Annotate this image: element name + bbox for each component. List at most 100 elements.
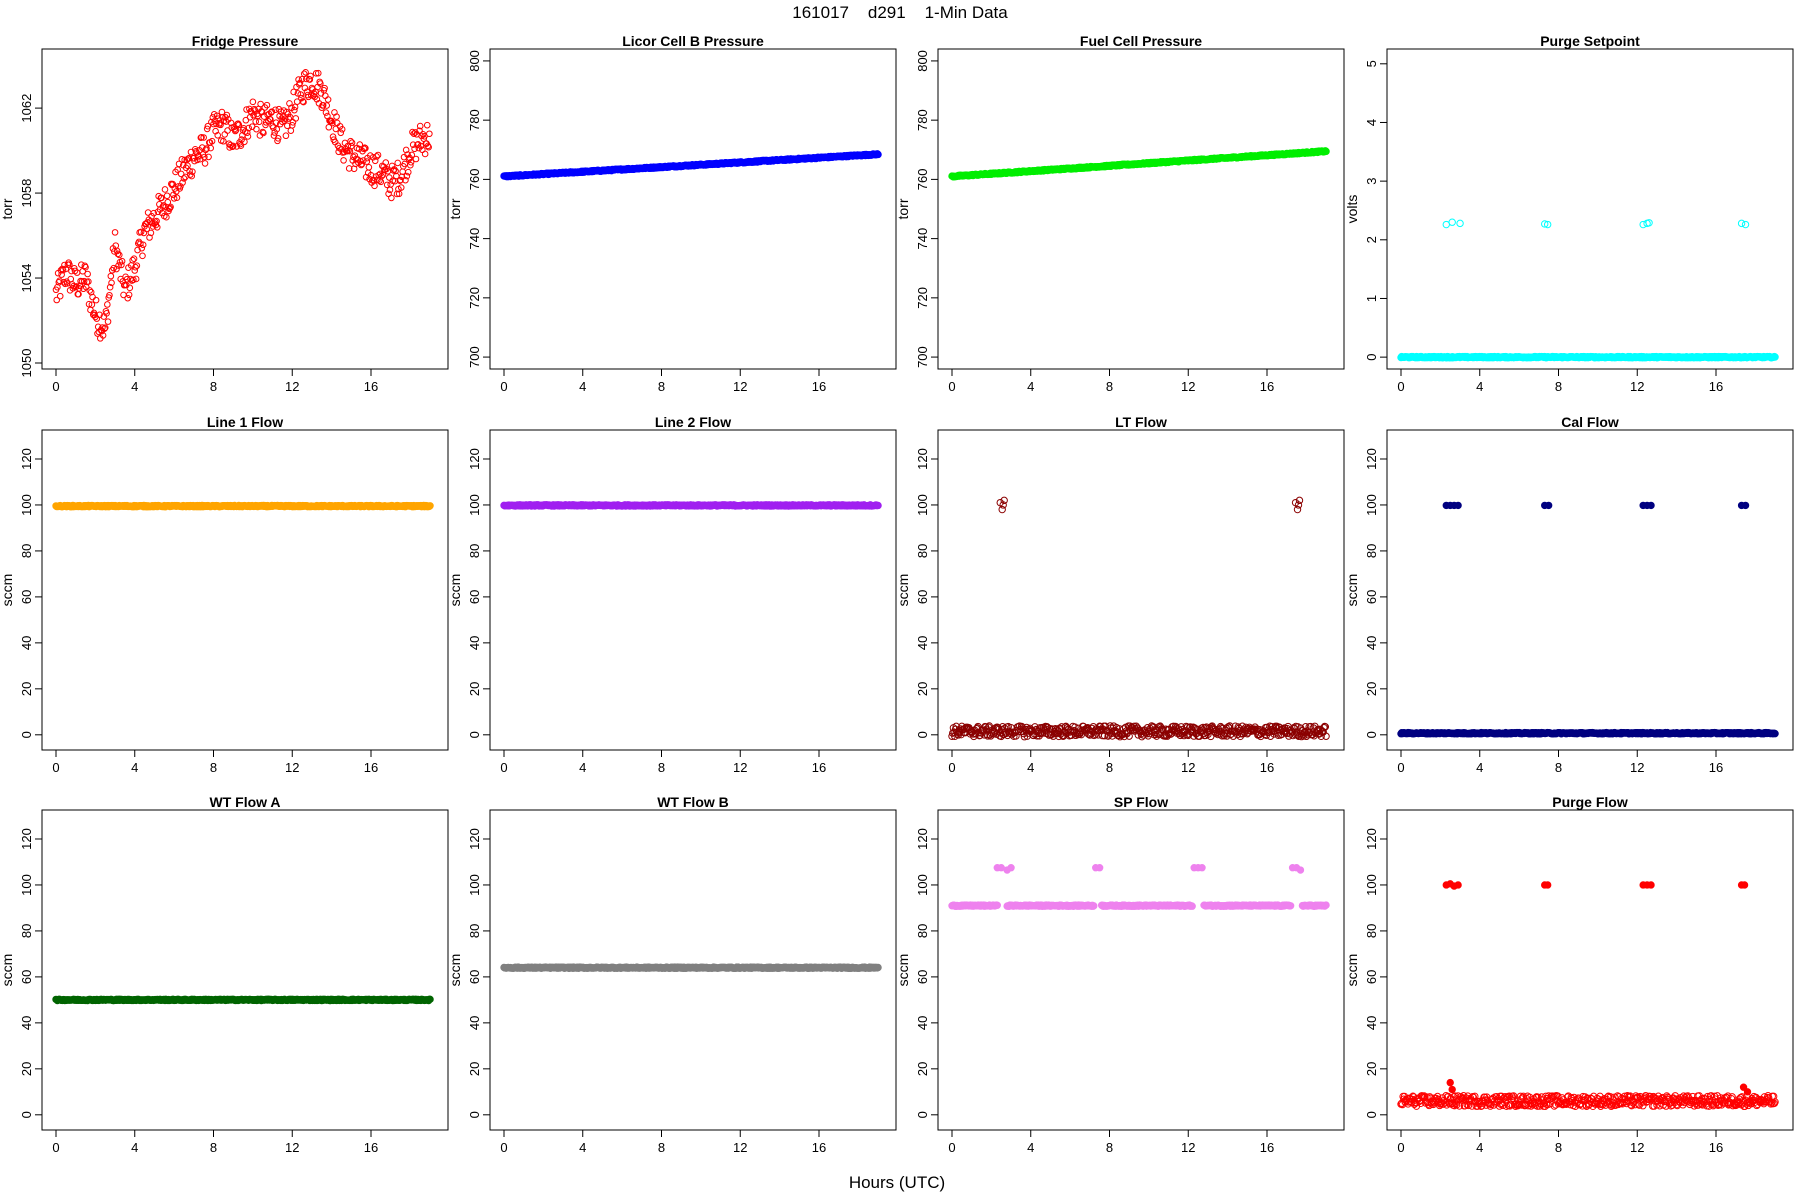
series-3 <box>1639 219 1653 229</box>
data-point <box>383 181 391 189</box>
data-point <box>184 162 191 169</box>
data-point <box>387 181 394 188</box>
data-point <box>412 155 420 163</box>
series-2 <box>1291 496 1304 514</box>
plot-frame <box>1386 48 1794 370</box>
data-point <box>314 69 322 77</box>
data-point <box>302 69 309 76</box>
x-axis: 0 4 8 12 16 <box>1397 750 1723 775</box>
data-point <box>1164 730 1173 738</box>
x-axis: 0 4 8 12 16 <box>948 750 1274 775</box>
x-tick-label: 16 <box>364 760 378 775</box>
x-tick-label: 4 <box>131 379 138 394</box>
data-point <box>388 194 395 202</box>
y-tick-label: 100 <box>467 494 482 516</box>
data-point <box>1544 501 1553 510</box>
figure-xlabel: Hours (UTC) <box>849 1173 945 1192</box>
data-point <box>164 198 172 206</box>
plot-frame <box>937 48 1345 370</box>
data-point <box>373 153 380 160</box>
data-point <box>229 142 237 150</box>
data-point <box>249 98 257 106</box>
data-point <box>56 292 64 300</box>
x-tick-label: 16 <box>1260 379 1274 394</box>
y-axis-label: volts <box>1344 195 1360 224</box>
data-point <box>194 156 201 164</box>
data-point <box>272 106 279 114</box>
x-tick-label: 12 <box>733 760 747 775</box>
data-point <box>125 291 133 299</box>
data-point <box>395 190 403 198</box>
series-0 <box>948 722 1330 741</box>
y-tick-label: 100 <box>915 494 930 516</box>
data-point <box>325 123 333 131</box>
data-point <box>139 241 147 249</box>
data-point <box>82 263 89 271</box>
y-axis-label: sccm <box>447 574 463 607</box>
data-point <box>385 174 393 181</box>
data-point <box>274 135 282 142</box>
series-1 <box>1442 218 1464 229</box>
data-point <box>312 70 320 77</box>
data-point <box>1645 219 1653 227</box>
data-point <box>252 118 259 125</box>
data-point <box>283 108 290 116</box>
data-point <box>104 318 112 325</box>
data-point <box>310 90 318 97</box>
data-point <box>272 119 280 127</box>
x-tick-label: 4 <box>1476 760 1483 775</box>
y-tick-label: 1062 <box>19 94 34 123</box>
y-tick-label: 0 <box>1364 731 1379 738</box>
data-point <box>96 311 103 319</box>
x-tick-label: 16 <box>812 379 826 394</box>
data-points <box>500 150 882 181</box>
y-tick-label: 0 <box>467 731 482 738</box>
y-tick-label: 40 <box>19 1016 34 1030</box>
data-point <box>296 79 304 87</box>
data-point <box>284 122 291 130</box>
data-point <box>397 184 405 191</box>
data-point <box>347 137 354 145</box>
x-tick-label: 12 <box>1181 379 1195 394</box>
data-point <box>143 225 151 233</box>
panel-title: Line 2 Flow <box>655 414 731 430</box>
data-point <box>177 183 184 190</box>
data-point <box>84 270 91 278</box>
data-point <box>107 272 115 280</box>
data-point <box>255 118 263 126</box>
y-tick-label: 60 <box>915 590 930 604</box>
data-point <box>88 301 96 308</box>
data-point <box>306 76 314 83</box>
data-point <box>1771 729 1779 738</box>
data-point <box>71 267 79 275</box>
data-point <box>317 80 324 87</box>
data-point <box>223 111 231 119</box>
data-point <box>1000 496 1008 505</box>
data-point <box>299 98 307 105</box>
panel-title: Cal Flow <box>1561 414 1619 430</box>
x-tick-label: 8 <box>1106 379 1113 394</box>
data-points <box>52 995 434 1005</box>
y-tick-label: 60 <box>1364 590 1379 604</box>
x-tick-label: 4 <box>579 379 586 394</box>
plot-frame <box>41 809 449 1131</box>
y-tick-label: 720 <box>467 287 482 309</box>
data-point <box>403 172 411 180</box>
series-3 <box>1639 501 1655 510</box>
y-tick-label: 120 <box>915 448 930 470</box>
data-point <box>1294 501 1303 509</box>
x-tick-label: 4 <box>131 760 138 775</box>
series-0 <box>1397 728 1779 738</box>
y-tick-label: 740 <box>915 228 930 250</box>
data-point <box>159 203 167 210</box>
data-point <box>146 234 153 241</box>
data-point <box>220 137 227 145</box>
y-axis-label: torr <box>447 198 463 219</box>
data-point <box>874 501 882 510</box>
y-tick-label: 120 <box>467 448 482 470</box>
x-axis: 0 4 8 12 16 <box>948 369 1274 394</box>
x-tick-label: 12 <box>285 760 299 775</box>
